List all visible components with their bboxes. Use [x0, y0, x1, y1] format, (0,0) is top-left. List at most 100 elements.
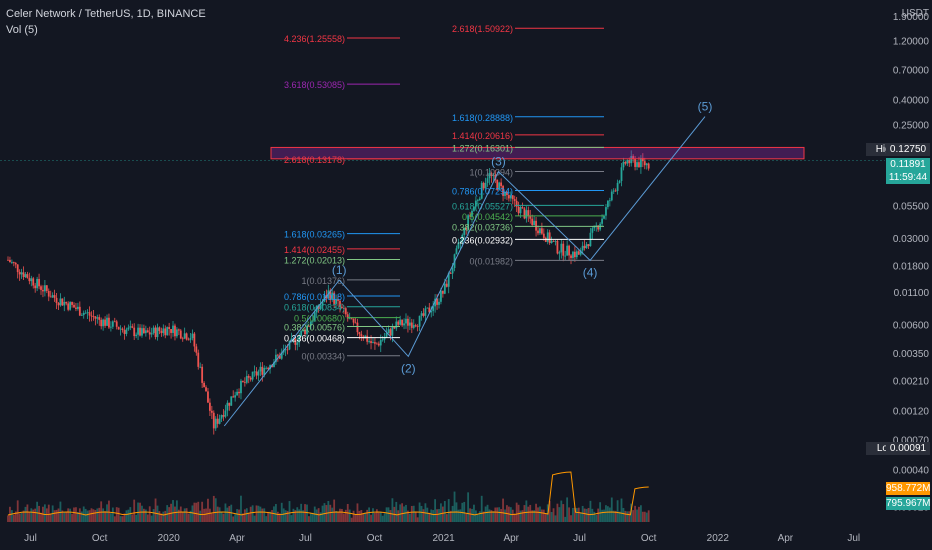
price-tick-label: 0.00350 — [893, 349, 930, 360]
volume-bar — [43, 504, 46, 522]
fib-level-label: 0.5(0.00680) — [294, 314, 345, 324]
volume-bar — [636, 509, 638, 522]
volume-bar — [88, 510, 91, 522]
volume-bar — [504, 509, 506, 522]
candle-body — [443, 283, 446, 294]
volume-bar — [329, 504, 332, 522]
volume-bar — [344, 509, 347, 522]
volume-bar — [327, 500, 330, 522]
candle-body — [249, 377, 252, 380]
candle-body — [30, 278, 33, 282]
candle-body — [226, 402, 229, 411]
volume-bar — [471, 508, 473, 522]
volume-bar — [271, 510, 273, 522]
fib-level-label: 0.618(0.00834) — [284, 303, 345, 313]
candle-body — [486, 178, 489, 183]
volume-bar — [166, 505, 169, 522]
volume-bar — [16, 500, 19, 522]
volume-bar — [529, 504, 532, 522]
volume-bar — [154, 498, 157, 522]
volume-ma-tag: 958.772M — [886, 482, 931, 495]
volume-bar — [119, 516, 122, 522]
candle-body — [296, 342, 299, 345]
candle-body — [115, 321, 118, 327]
fib-level-label: 0.236(0.02932) — [452, 235, 513, 245]
candle-body — [556, 240, 559, 254]
volume-bar — [570, 515, 572, 522]
volume-bar — [257, 505, 260, 522]
volume-bar — [228, 506, 231, 522]
candle-body — [55, 297, 58, 303]
volume-bar — [220, 511, 223, 522]
candle-body — [424, 308, 427, 316]
volume-bar — [626, 511, 629, 522]
time-tick-label: Jul — [847, 533, 860, 544]
volume-bar — [422, 509, 425, 522]
volume-bar — [360, 509, 363, 522]
volume-bar — [445, 514, 448, 522]
candle-body — [358, 332, 361, 335]
candle-body — [174, 325, 176, 337]
candle-body — [478, 198, 481, 200]
candle-body — [152, 327, 155, 334]
fib-level-label: 2.618(1.50922) — [452, 24, 513, 34]
volume-bar — [201, 501, 204, 522]
candle-body — [63, 301, 66, 306]
candle-body — [467, 215, 470, 230]
volume-bar — [158, 511, 161, 522]
volume-bar — [40, 512, 42, 522]
candle-body — [276, 354, 279, 356]
volume-bar — [236, 509, 238, 522]
volume-bar — [612, 510, 615, 522]
volume-bar — [597, 508, 600, 522]
volume-bar — [581, 505, 584, 522]
candle-body — [616, 182, 619, 191]
candle-body — [339, 300, 341, 307]
fib-level-label: 1.414(0.02455) — [284, 245, 345, 255]
candle-body — [309, 321, 312, 326]
candle-body — [420, 313, 423, 316]
volume-bar — [521, 510, 524, 522]
candle-body — [628, 160, 631, 164]
fib-level-label: 1(0.10394) — [469, 168, 513, 178]
volume-bar — [111, 507, 114, 522]
candle-body — [368, 341, 371, 342]
candle-body — [372, 342, 374, 343]
fib-level-label: 1.618(0.03265) — [284, 230, 345, 240]
volume-bar — [368, 507, 371, 522]
candle-body — [119, 328, 122, 330]
candle-body — [389, 329, 392, 336]
candle-body — [117, 326, 120, 330]
candle-body — [47, 290, 50, 297]
volume-bar — [189, 510, 192, 522]
time-tick-label: 2021 — [433, 533, 456, 544]
countdown-tag: 11:59:44 — [886, 171, 930, 184]
candle-body — [509, 195, 512, 199]
candle-body — [292, 338, 295, 340]
low-value-tag: 0.00091 — [886, 442, 930, 455]
candle-body — [430, 310, 433, 313]
candle-body — [511, 195, 514, 200]
volume-bar — [143, 508, 145, 522]
volume-bar — [494, 507, 497, 522]
wave-label: (4) — [583, 265, 598, 279]
volume-bar — [403, 506, 405, 522]
wave-label: (1) — [332, 263, 347, 277]
candle-body — [523, 208, 526, 219]
candle-body — [366, 335, 369, 342]
volume-bar — [430, 509, 433, 522]
volume-bar — [67, 508, 70, 522]
candle-body — [14, 262, 17, 265]
candle-body — [572, 251, 574, 258]
volume-bar — [162, 511, 165, 522]
volume-bar — [496, 507, 499, 522]
candle-body — [220, 415, 223, 419]
candle-body — [438, 301, 440, 305]
candle-body — [172, 325, 174, 333]
volume-bar — [362, 513, 365, 522]
candle-body — [484, 182, 487, 189]
volume-bar — [436, 509, 438, 522]
volume-bar — [486, 504, 489, 522]
candle-body — [395, 321, 398, 329]
